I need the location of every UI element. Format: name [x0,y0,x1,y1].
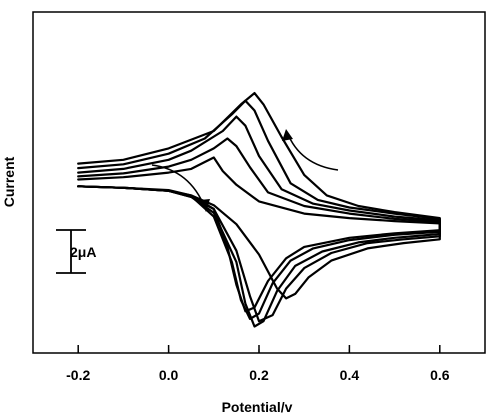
x-tick-label: 0.0 [159,367,179,383]
cathodic-sweep-arrow [286,131,339,171]
sweep-direction-arrows [151,129,339,212]
y-axis-label: Current [1,156,17,207]
cv-trace-3 [77,115,441,328]
plot-frame [32,11,486,354]
anodic-sweep-arrowhead [200,199,210,212]
cathodic-sweep-arrowhead [282,129,293,141]
x-tick-label: 0.6 [430,367,450,383]
x-tick-label: 0.2 [249,367,269,383]
x-axis-ticks: -0.2 0.0 0.2 0.4 0.6 [66,345,450,383]
scale-bar-label: 2μA [70,244,96,260]
cv-trace-2 [77,137,441,320]
cv-traces [77,92,441,328]
current-scale-bar: 2μA [56,229,96,274]
x-tick-label: 0.4 [340,367,360,383]
x-axis-label: Potential/v [222,399,293,415]
cv-trace-5 [77,92,441,300]
x-tick-label: -0.2 [66,367,90,383]
